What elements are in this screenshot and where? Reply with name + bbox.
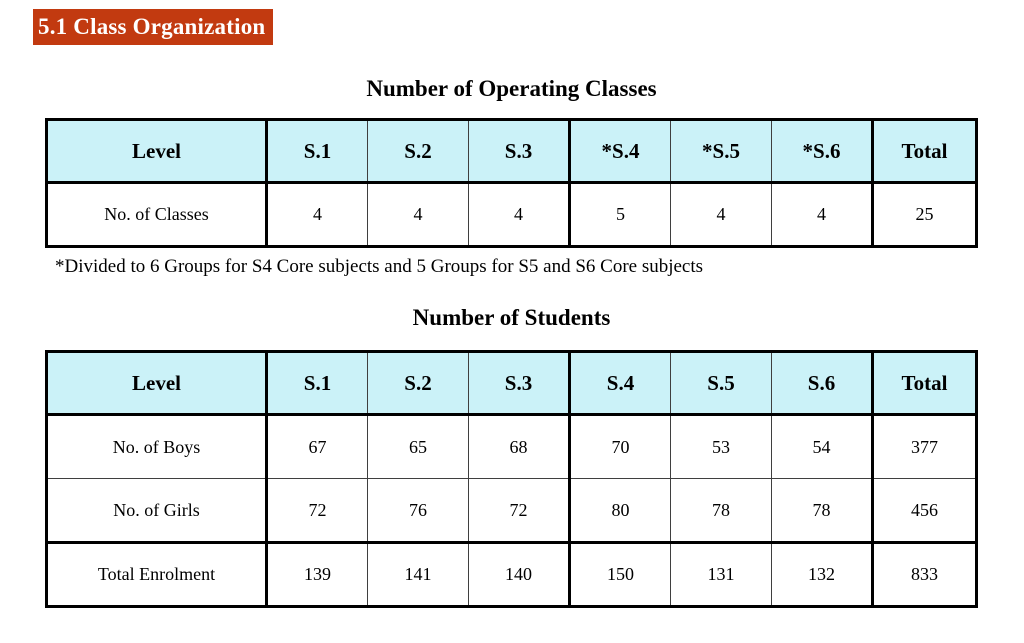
table-cell: 132 — [771, 542, 874, 607]
column-header-total: Total — [872, 119, 977, 184]
table-cell: 5 — [569, 182, 671, 247]
column-header-level: Level — [46, 119, 268, 184]
students-table: Level S.1 S.2 S.3 S.4 S.5 S.6 Total No. … — [45, 350, 978, 608]
table-row-boys: No. of Boys 67 65 68 70 53 54 377 — [46, 414, 977, 479]
table-cell: 25 — [872, 182, 977, 247]
table-cell: 78 — [771, 478, 874, 544]
row-label: No. of Girls — [46, 478, 268, 544]
column-header-s1: S.1 — [266, 119, 368, 184]
table-cell: 4 — [670, 182, 772, 247]
table-cell: 67 — [266, 414, 368, 479]
table-row-girls: No. of Girls 72 76 72 80 78 78 456 — [46, 478, 977, 544]
table-cell: 139 — [266, 542, 368, 607]
column-header-s3: S.3 — [468, 119, 571, 184]
section-heading: 5.1 Class Organization — [33, 9, 274, 45]
column-header-s6: S.6 — [771, 351, 874, 416]
operating-classes-table: Level S.1 S.2 S.3 *S.4 *S.5 *S.6 Total N… — [45, 118, 978, 248]
operating-classes-table-title: Number of Operating Classes — [366, 76, 657, 101]
table-header-row: Level S.1 S.2 S.3 *S.4 *S.5 *S.6 Total — [46, 119, 977, 184]
table-cell: 53 — [670, 414, 772, 479]
table-cell: 140 — [468, 542, 571, 607]
column-header-s6: *S.6 — [771, 119, 874, 184]
students-table-title: Number of Students — [412, 305, 611, 330]
column-header-s2: S.2 — [367, 119, 469, 184]
column-header-s1: S.1 — [266, 351, 368, 416]
table-cell: 72 — [468, 478, 571, 544]
table-cell: 76 — [367, 478, 469, 544]
table-cell: 150 — [569, 542, 671, 607]
table-cell: 131 — [670, 542, 772, 607]
table-cell: 70 — [569, 414, 671, 479]
table-cell: 4 — [468, 182, 571, 247]
column-header-s4: S.4 — [569, 351, 671, 416]
table-cell: 377 — [872, 414, 977, 479]
column-header-s2: S.2 — [367, 351, 469, 416]
column-header-level: Level — [46, 351, 268, 416]
table-cell: 4 — [367, 182, 469, 247]
column-header-s5: S.5 — [670, 351, 772, 416]
table-footnote: *Divided to 6 Groups for S4 Core subject… — [55, 256, 704, 277]
table-cell: 4 — [266, 182, 368, 247]
column-header-total: Total — [872, 351, 977, 416]
table-cell: 456 — [872, 478, 977, 544]
table-header-row: Level S.1 S.2 S.3 S.4 S.5 S.6 Total — [46, 351, 977, 416]
table-cell: 4 — [771, 182, 874, 247]
row-label: No. of Boys — [46, 414, 268, 479]
row-label: No. of Classes — [46, 182, 268, 247]
table-cell: 78 — [670, 478, 772, 544]
table-cell: 833 — [872, 542, 977, 607]
table-cell: 65 — [367, 414, 469, 479]
table-cell: 141 — [367, 542, 469, 607]
table-row-total-enrolment: Total Enrolment 139 141 140 150 131 132 … — [46, 542, 977, 607]
row-label: Total Enrolment — [46, 542, 268, 607]
table-cell: 72 — [266, 478, 368, 544]
table-cell: 54 — [771, 414, 874, 479]
column-header-s4: *S.4 — [569, 119, 671, 184]
column-header-s5: *S.5 — [670, 119, 772, 184]
column-header-s3: S.3 — [468, 351, 571, 416]
table-row: No. of Classes 4 4 4 5 4 4 25 — [46, 182, 977, 247]
table-cell: 68 — [468, 414, 571, 479]
table-cell: 80 — [569, 478, 671, 544]
